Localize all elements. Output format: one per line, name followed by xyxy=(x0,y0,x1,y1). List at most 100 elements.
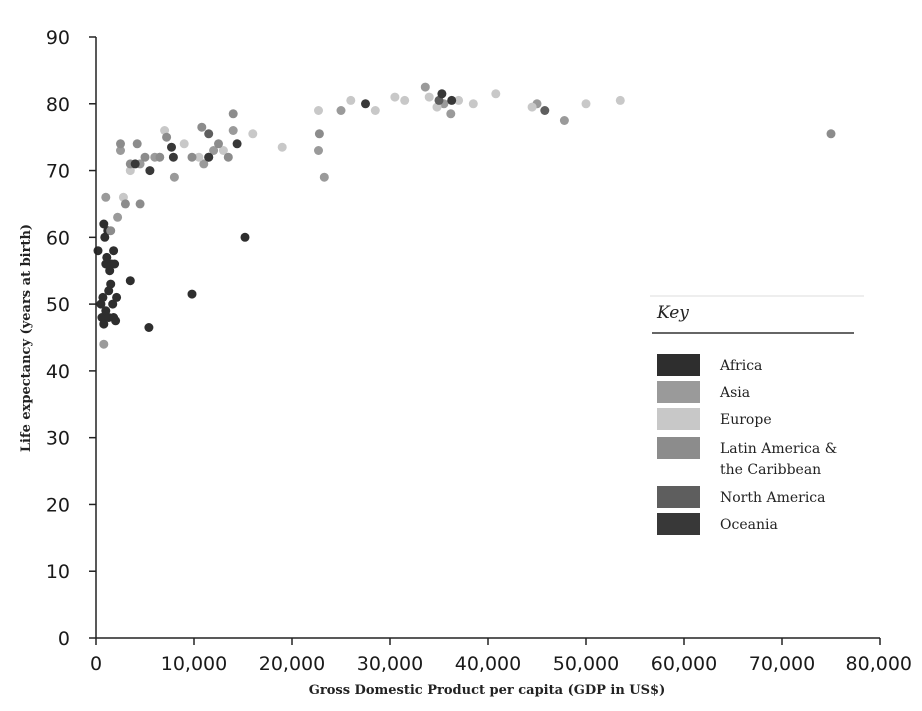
data-point xyxy=(116,146,125,155)
data-point xyxy=(167,142,176,152)
legend-title: Key xyxy=(656,303,689,323)
data-point xyxy=(116,139,125,149)
data-point xyxy=(112,292,122,302)
y-tick-label: 0 xyxy=(58,628,70,650)
data-point xyxy=(314,129,324,139)
y-tick-label: 50 xyxy=(46,294,70,316)
data-point xyxy=(277,142,287,152)
series-africa xyxy=(93,219,250,332)
legend-label: Europe xyxy=(720,412,772,428)
y-tick-label: 40 xyxy=(46,361,70,383)
data-point xyxy=(98,292,108,302)
x-axis-title: Gross Domestic Product per capita (GDP i… xyxy=(309,683,665,698)
x-tick-label: 50,000 xyxy=(553,653,619,675)
x-tick-label: 20,000 xyxy=(259,653,325,675)
y-tick-label: 90 xyxy=(46,27,70,49)
data-point xyxy=(204,152,214,162)
legend-entry: Latin America & the Caribbean xyxy=(657,437,837,478)
data-point xyxy=(162,132,172,142)
data-point xyxy=(120,199,130,209)
data-point xyxy=(615,95,625,105)
y-tick-label: 70 xyxy=(46,161,70,183)
points-layer xyxy=(93,82,836,349)
data-point xyxy=(826,129,836,139)
data-point xyxy=(370,106,380,115)
legend-swatch xyxy=(657,437,700,459)
legend-entries: Africa Asia Europe Latin America & the Carib… xyxy=(657,354,837,535)
data-point xyxy=(447,95,457,105)
data-point xyxy=(135,199,145,209)
data-point xyxy=(346,95,356,105)
data-point xyxy=(132,139,142,149)
data-point xyxy=(194,152,204,162)
legend-label: Africa xyxy=(719,358,762,374)
legend-label: Oceania xyxy=(720,517,778,533)
data-point xyxy=(527,102,537,112)
data-point xyxy=(468,99,478,109)
series-latin-america-the-caribbean xyxy=(106,109,836,236)
data-point xyxy=(102,252,112,262)
data-point xyxy=(232,139,242,149)
y-axis-ticks: 0 10 20 30 40 50 60 70 80 90 xyxy=(46,27,96,650)
data-point xyxy=(168,152,178,162)
data-point xyxy=(179,139,189,149)
data-point xyxy=(169,172,179,182)
data-point xyxy=(101,192,111,202)
x-tick-label: 60,000 xyxy=(651,653,717,675)
data-point xyxy=(130,159,140,169)
data-point xyxy=(99,339,109,349)
data-point xyxy=(108,299,118,309)
series-asia xyxy=(99,82,569,349)
data-point xyxy=(99,319,109,329)
y-tick-label: 10 xyxy=(46,561,70,583)
data-point xyxy=(454,95,464,105)
legend-entry: Europe xyxy=(657,408,772,430)
legend-label: Asia xyxy=(719,385,750,401)
legend: Key Africa Asia Europe Latin America & the C… xyxy=(650,295,864,535)
legend-entry: Asia xyxy=(657,381,750,403)
data-point xyxy=(240,232,250,242)
data-point xyxy=(125,166,135,176)
data-point xyxy=(106,279,116,289)
legend-swatch xyxy=(657,513,700,535)
data-point xyxy=(314,106,323,115)
legend-label: the Caribbean xyxy=(720,462,821,478)
x-tick-label: 30,000 xyxy=(357,653,423,675)
data-point xyxy=(187,289,197,299)
x-tick-label: 40,000 xyxy=(455,653,521,675)
data-point xyxy=(106,226,116,236)
data-point xyxy=(199,159,209,169)
legend-swatch xyxy=(657,486,700,508)
data-point xyxy=(155,152,165,162)
y-tick-label: 30 xyxy=(46,428,70,450)
data-point xyxy=(228,126,238,135)
legend-entry: North America xyxy=(657,486,826,508)
data-point xyxy=(223,152,233,162)
x-tick-label: 80,000 xyxy=(846,653,912,675)
data-point xyxy=(113,212,123,222)
y-tick-label: 20 xyxy=(46,494,70,516)
series-europe xyxy=(118,89,625,202)
data-point xyxy=(437,89,447,99)
data-point xyxy=(204,129,214,139)
data-point xyxy=(424,92,434,102)
data-point xyxy=(336,106,346,115)
data-point xyxy=(93,246,103,256)
x-tick-label: 10,000 xyxy=(161,653,227,675)
data-point xyxy=(144,323,154,332)
data-point xyxy=(420,82,430,92)
data-point xyxy=(145,166,155,176)
data-point xyxy=(99,219,109,229)
data-point xyxy=(187,152,197,162)
x-axis-ticks: 0 10,000 20,000 30,000 40,000 50,000 60,000 70,… xyxy=(90,638,912,675)
data-point xyxy=(581,99,591,109)
data-point xyxy=(218,146,228,155)
data-point xyxy=(559,116,569,125)
x-tick-label: 70,000 xyxy=(749,653,815,675)
data-point xyxy=(109,246,119,256)
x-tick-label: 0 xyxy=(90,653,102,675)
data-point xyxy=(140,152,150,162)
data-point xyxy=(390,92,400,102)
data-point xyxy=(111,316,121,326)
